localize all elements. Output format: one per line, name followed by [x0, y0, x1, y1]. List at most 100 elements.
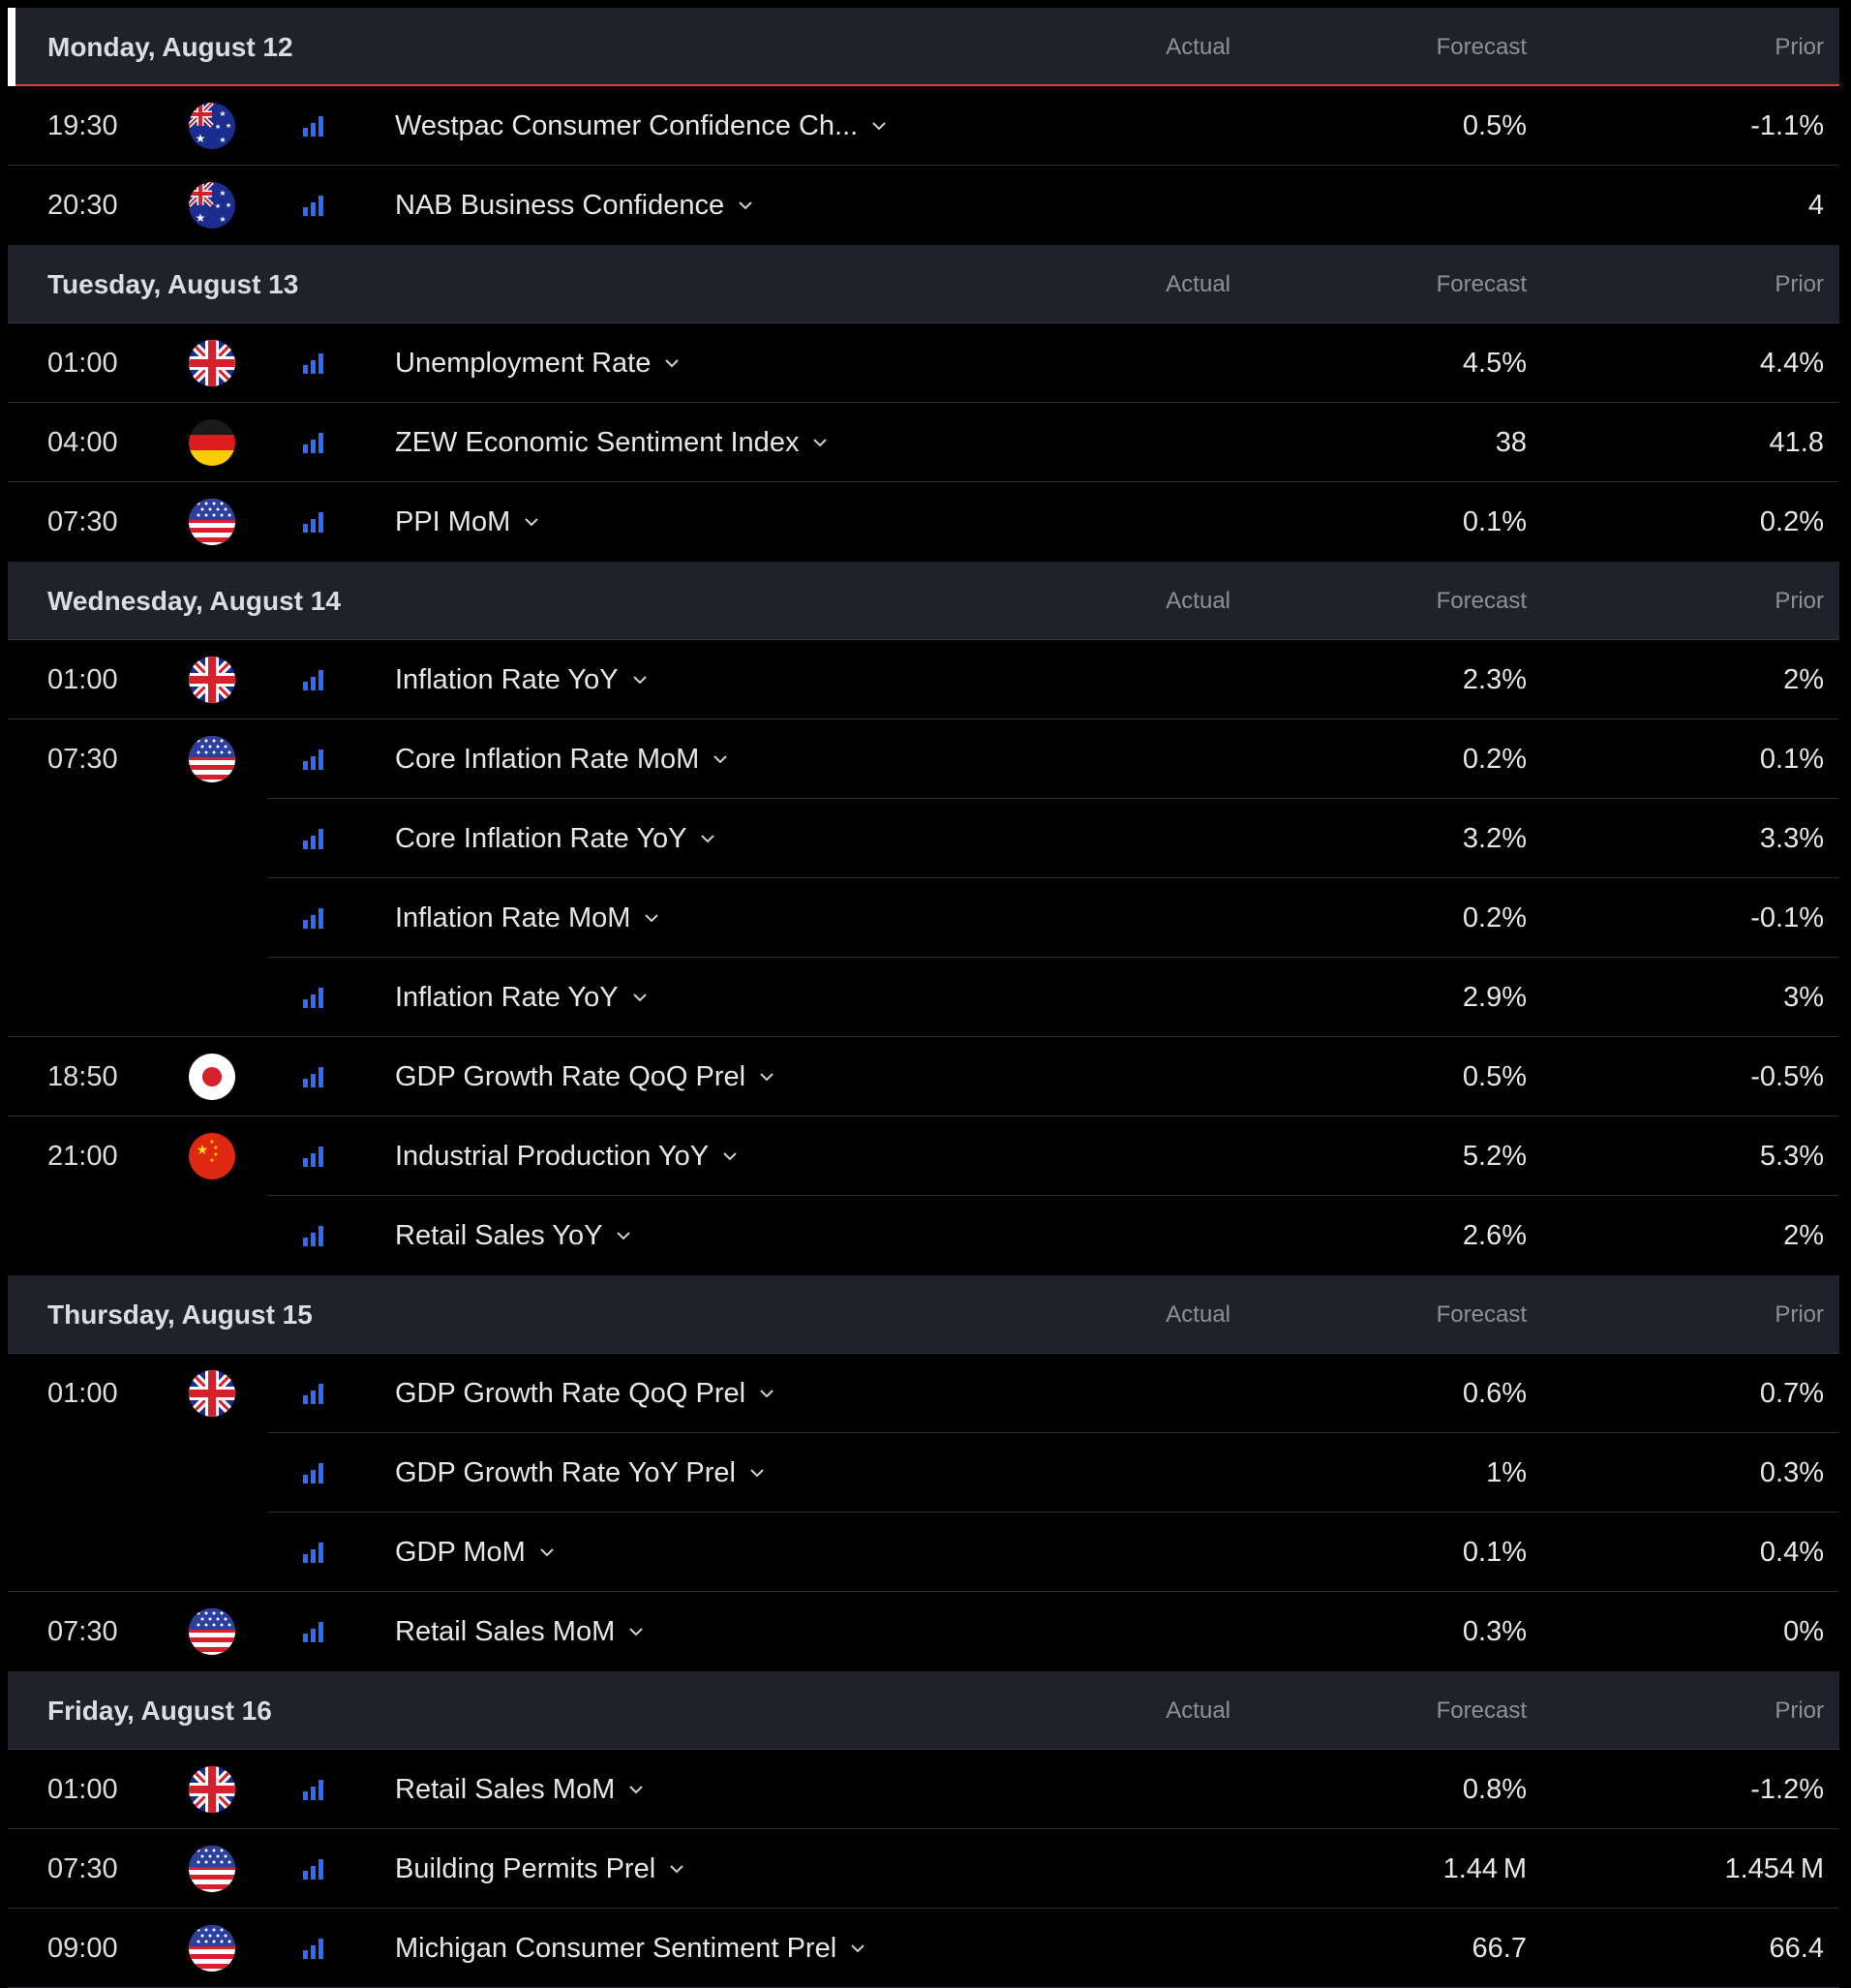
- event-row[interactable]: 01:00 GDP Growth Rate QoQ Prel 0.6% 0.7%: [8, 1354, 1839, 1433]
- event-name[interactable]: Westpac Consumer Confidence Ch...: [395, 86, 887, 166]
- prior-value: -0.5%: [1750, 1061, 1824, 1092]
- us-flag-icon: [189, 736, 235, 782]
- event-name[interactable]: GDP Growth Rate QoQ Prel: [395, 1354, 774, 1433]
- event-name-text: Building Permits Prel: [395, 1853, 656, 1884]
- event-name[interactable]: GDP Growth Rate QoQ Prel: [395, 1037, 774, 1116]
- event-time: 04:00: [47, 427, 118, 458]
- event-row[interactable]: 01:00 Retail Sales MoM 0.8% -1.2%: [8, 1750, 1839, 1829]
- chevron-down-icon[interactable]: [632, 675, 648, 685]
- chevron-down-icon[interactable]: [749, 1468, 765, 1478]
- prior-value: -1.2%: [1750, 1774, 1824, 1805]
- event-name[interactable]: Michigan Consumer Sentiment Prel: [395, 1909, 865, 1988]
- prior-value: 0%: [1783, 1616, 1824, 1647]
- event-row[interactable]: 07:30 PPI MoM 0.1% 0.2%: [8, 482, 1839, 562]
- uk-flag-icon: [189, 1370, 235, 1417]
- event-time: 01:00: [47, 1378, 118, 1409]
- importance-bars-icon: [302, 668, 325, 691]
- event-name[interactable]: PPI MoM: [395, 482, 539, 562]
- forecast-value: 4.5%: [1462, 348, 1527, 379]
- chevron-down-icon[interactable]: [759, 1072, 774, 1082]
- chevron-down-icon[interactable]: [700, 834, 715, 843]
- event-row[interactable]: 20:30 ★ ★ ★ ★ ★ NAB Business Confidence 4: [8, 166, 1839, 245]
- event-name[interactable]: GDP MoM: [395, 1513, 555, 1592]
- event-name[interactable]: Unemployment Rate: [395, 323, 680, 403]
- svg-text:★: ★: [226, 201, 231, 209]
- event-row[interactable]: 04:00 ZEW Economic Sentiment Index 38 41.8: [8, 403, 1839, 482]
- forecast-column-header: Forecast: [1436, 34, 1527, 60]
- event-row[interactable]: 07:30 Building Permits Prel 1.44 M 1.454 M: [8, 1829, 1839, 1909]
- svg-text:★: ★: [213, 1145, 218, 1151]
- event-row[interactable]: 09:00 Michigan Consumer Sentiment Prel 66.…: [8, 1909, 1839, 1988]
- chevron-down-icon[interactable]: [850, 1943, 865, 1953]
- event-row[interactable]: 21:00 ★ ★ ★ ★ ★ Industrial Production YoY 5.2% 5…: [8, 1116, 1839, 1196]
- event-name[interactable]: NAB Business Confidence: [395, 166, 753, 245]
- forecast-value: 0.6%: [1462, 1378, 1527, 1409]
- event-row[interactable]: Inflation Rate MoM 0.2% -0.1%: [8, 878, 1839, 958]
- forecast-column-header: Forecast: [1436, 588, 1527, 614]
- prior-value: 1.454 M: [1724, 1853, 1824, 1884]
- prior-value: 66.4: [1769, 1933, 1824, 1964]
- event-name[interactable]: Retail Sales MoM: [395, 1592, 644, 1671]
- chevron-down-icon[interactable]: [644, 913, 659, 923]
- event-name-text: GDP MoM: [395, 1537, 526, 1568]
- chevron-down-icon[interactable]: [632, 993, 648, 1002]
- prior-value: 4: [1807, 190, 1824, 221]
- chevron-down-icon[interactable]: [713, 754, 728, 764]
- chevron-down-icon[interactable]: [812, 438, 828, 447]
- event-name[interactable]: ZEW Economic Sentiment Index: [395, 403, 828, 482]
- day-header: Monday, August 12 Actual Forecast Prior: [8, 8, 1839, 86]
- event-row[interactable]: 19:30 ★ ★ ★ ★ ★ Westpac Consumer Confidence Ch…: [8, 86, 1839, 166]
- event-name[interactable]: Core Inflation Rate MoM: [395, 719, 728, 799]
- event-name[interactable]: Retail Sales YoY: [395, 1196, 631, 1275]
- chevron-down-icon[interactable]: [871, 121, 887, 131]
- event-row[interactable]: 07:30 Core Inflation Rate MoM 0.2% 0.1%: [8, 719, 1839, 799]
- event-name[interactable]: GDP Growth Rate YoY Prel: [395, 1433, 765, 1513]
- chevron-down-icon[interactable]: [722, 1151, 738, 1161]
- event-name[interactable]: Inflation Rate YoY: [395, 958, 648, 1037]
- forecast-value: 2.3%: [1462, 664, 1527, 695]
- forecast-value: 0.5%: [1462, 1061, 1527, 1092]
- chevron-down-icon[interactable]: [664, 358, 680, 368]
- chevron-down-icon[interactable]: [628, 1627, 644, 1636]
- chevron-down-icon[interactable]: [616, 1231, 631, 1240]
- chevron-down-icon[interactable]: [669, 1864, 684, 1874]
- importance-bars-icon: [302, 827, 325, 850]
- event-time: 19:30: [47, 110, 118, 141]
- forecast-value: 1%: [1486, 1457, 1527, 1488]
- row-divider: [8, 1591, 1839, 1592]
- event-row[interactable]: Inflation Rate YoY 2.9% 3%: [8, 958, 1839, 1037]
- event-name[interactable]: Building Permits Prel: [395, 1829, 684, 1909]
- prior-value: 2%: [1783, 1220, 1824, 1251]
- day-label: Wednesday, August 14: [47, 586, 341, 616]
- event-row[interactable]: Retail Sales YoY 2.6% 2%: [8, 1196, 1839, 1275]
- chevron-down-icon[interactable]: [759, 1389, 774, 1398]
- chevron-down-icon[interactable]: [524, 517, 539, 527]
- row-divider: [8, 1036, 1839, 1037]
- event-row[interactable]: GDP Growth Rate YoY Prel 1% 0.3%: [8, 1433, 1839, 1513]
- event-name[interactable]: Inflation Rate YoY: [395, 640, 648, 719]
- event-row[interactable]: 18:50 GDP Growth Rate QoQ Prel 0.5% -0.5%: [8, 1037, 1839, 1116]
- event-time: 07:30: [47, 1853, 118, 1884]
- us-flag-icon: [189, 1925, 235, 1972]
- event-time: 01:00: [47, 348, 118, 379]
- event-name[interactable]: Industrial Production YoY: [395, 1116, 738, 1196]
- chevron-down-icon[interactable]: [738, 200, 753, 210]
- event-name-text: GDP Growth Rate YoY Prel: [395, 1457, 736, 1488]
- event-name[interactable]: Core Inflation Rate YoY: [395, 799, 715, 878]
- event-name[interactable]: Retail Sales MoM: [395, 1750, 644, 1829]
- chevron-down-icon[interactable]: [539, 1547, 555, 1557]
- event-name[interactable]: Inflation Rate MoM: [395, 878, 659, 958]
- prior-value: 0.2%: [1759, 506, 1824, 537]
- forecast-column-header: Forecast: [1436, 1301, 1527, 1328]
- event-row[interactable]: GDP MoM 0.1% 0.4%: [8, 1513, 1839, 1592]
- event-name-text: Core Inflation Rate MoM: [395, 744, 700, 775]
- chevron-down-icon[interactable]: [628, 1785, 644, 1794]
- event-row[interactable]: 01:00 Inflation Rate YoY 2.3% 2%: [8, 640, 1839, 719]
- svg-text:★: ★: [215, 202, 221, 210]
- event-row[interactable]: Core Inflation Rate YoY 3.2% 3.3%: [8, 799, 1839, 878]
- event-row[interactable]: 01:00 Unemployment Rate 4.5% 4.4%: [8, 323, 1839, 403]
- event-time: 18:50: [47, 1061, 118, 1092]
- forecast-column-header: Forecast: [1436, 271, 1527, 297]
- forecast-value: 0.1%: [1462, 506, 1527, 537]
- event-row[interactable]: 07:30 Retail Sales MoM 0.3% 0%: [8, 1592, 1839, 1671]
